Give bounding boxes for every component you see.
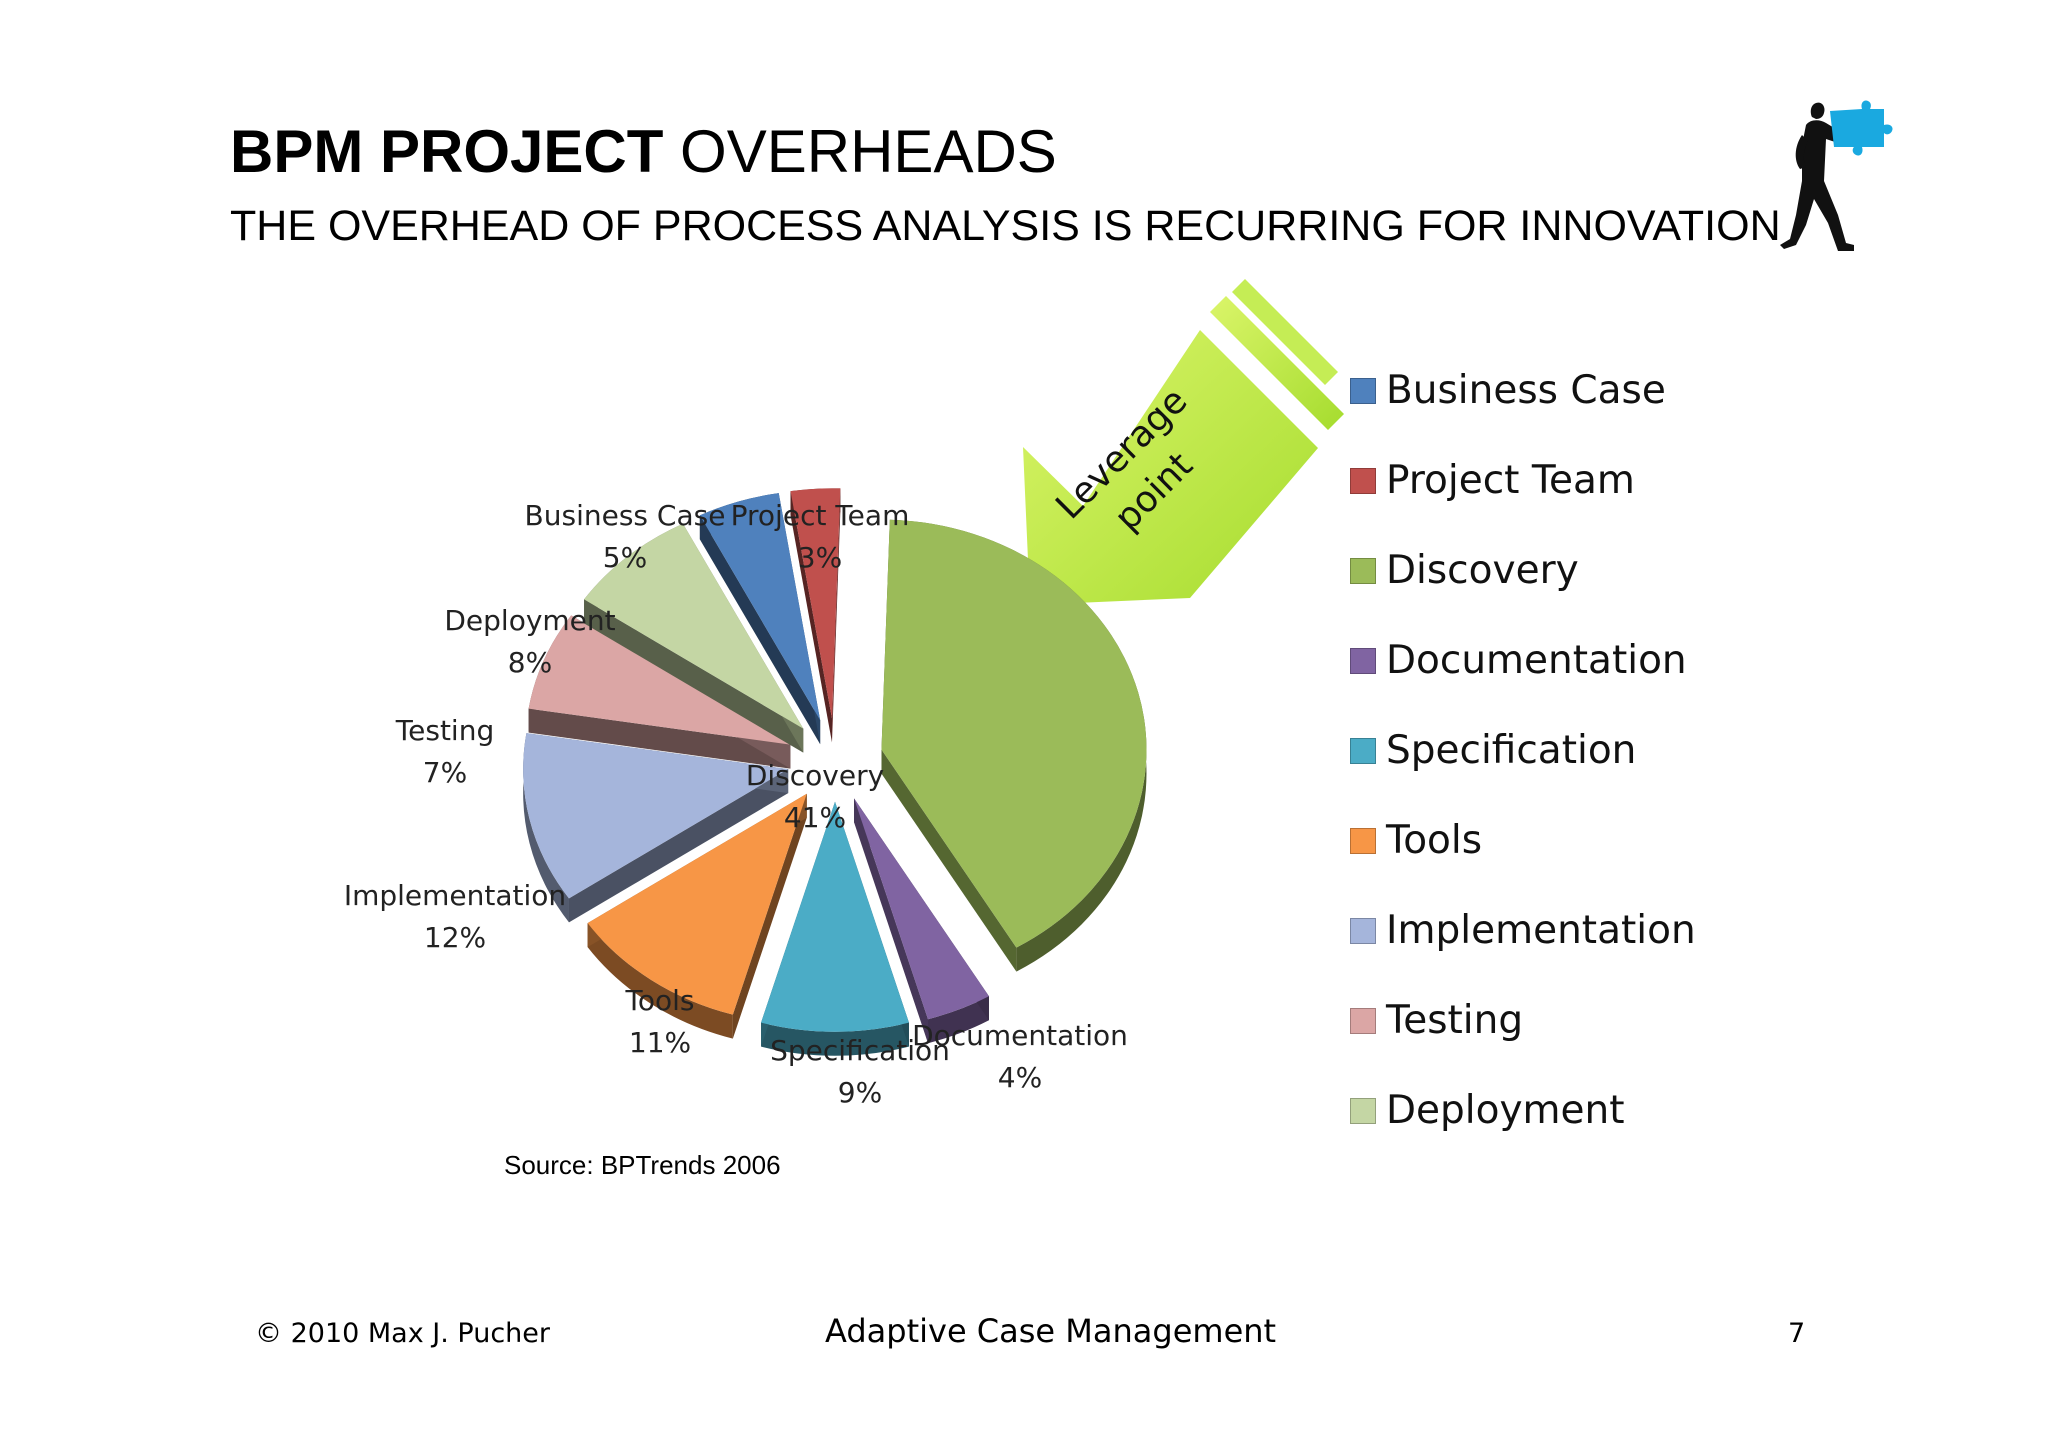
pie-slice-edge-deployment	[584, 599, 804, 753]
pie-slice-tools	[587, 793, 807, 1039]
legend-label-business-case: Business Case	[1386, 368, 1666, 413]
pie-label-value-testing: 7%	[423, 756, 467, 789]
pie-slice-deployment	[584, 523, 804, 753]
legend-swatch-specification	[1350, 738, 1376, 764]
pie-label-value-documentation: 4%	[998, 1061, 1042, 1094]
pie-label-name-implementation: Implementation	[344, 879, 566, 912]
page-number: 7	[1788, 1318, 1806, 1349]
legend-swatch-discovery	[1350, 558, 1376, 584]
legend-label-implementation: Implementation	[1386, 908, 1696, 953]
legend-swatch-deployment	[1350, 1098, 1376, 1124]
slide-title: BPM PROJECT OVERHEADS	[230, 122, 1057, 182]
slide-title-rest: OVERHEADS	[663, 118, 1057, 185]
pie-slices	[523, 488, 1147, 1056]
pie-slice-top-documentation	[854, 798, 989, 1020]
pie-slice-top-implementation	[523, 733, 789, 899]
pie-label-name-testing: Testing	[395, 714, 494, 747]
pie-slice-testing	[528, 615, 791, 769]
pie-slice-top-business-case	[699, 493, 821, 721]
pie-slice-side-tools	[587, 923, 733, 1039]
footer-copyright: © 2010 Max J. Pucher	[255, 1318, 550, 1349]
legend-label-tools: Tools	[1386, 818, 1483, 863]
pie-slice-side-implementation	[523, 733, 569, 923]
pie-slice-top-project-team	[790, 488, 841, 719]
legend-swatch-testing	[1350, 1008, 1376, 1034]
pie-label-value-specification: 9%	[838, 1076, 882, 1109]
pie-slice-edge-testing	[528, 708, 791, 769]
pie-slice-edge-implementation	[568, 769, 789, 923]
chart-source: Source: BPTrends 2006	[504, 1150, 781, 1180]
pie-slice-business-case	[699, 493, 821, 745]
pie-label-name-specification: Specification	[770, 1034, 950, 1067]
footer-title: Adaptive Case Management	[825, 1312, 1277, 1350]
pie-label-name-discovery: Discovery	[746, 759, 884, 792]
pie-labels: Business Case 5% Project Team 3% Discovery 41…	[344, 499, 1128, 1109]
slide-subtitle: THE OVERHEAD OF PROCESS ANALYSIS IS RECU…	[230, 202, 1781, 250]
pie-slice-top-testing	[528, 615, 791, 745]
pie-label-name-tools: Tools	[625, 984, 695, 1017]
legend-label-documentation: Documentation	[1386, 638, 1687, 683]
pie-slice-edge-business-case	[699, 515, 821, 745]
pie-slice-implementation	[523, 733, 789, 923]
legend-swatch-implementation	[1350, 918, 1376, 944]
pie-label-value-deployment: 8%	[508, 646, 552, 679]
pie-slice-edge2-project-team	[831, 488, 841, 743]
pie-slice-top-specification	[761, 801, 909, 1032]
pie-label-name-project-team: Project Team	[731, 499, 910, 532]
pie-slice-edge2-documentation	[854, 798, 928, 1044]
legend-label-project-team: Project Team	[1386, 458, 1635, 503]
pie-slice-discovery	[881, 519, 1147, 972]
legend-label-specification: Specification	[1386, 728, 1637, 773]
pie-label-name-documentation: Documentation	[912, 1019, 1128, 1052]
slide-title-bold: BPM PROJECT	[230, 118, 664, 185]
man-carrying-puzzle-piece-icon	[1780, 100, 1893, 251]
pie-label-value-tools: 11%	[629, 1026, 691, 1059]
pie-slice-side-documentation	[927, 996, 989, 1044]
legend-label-deployment: Deployment	[1386, 1088, 1625, 1133]
pie-slice-top-tools	[587, 793, 807, 1015]
pie-slice-side-specification	[761, 1022, 909, 1056]
leverage-point-arrow: Leverage point	[1023, 279, 1344, 605]
pie-label-value-business-case: 5%	[603, 541, 647, 574]
pie-slice-edge-project-team	[790, 491, 832, 743]
pie-label-value-discovery: 41%	[784, 801, 846, 834]
pie-slice-specification	[761, 801, 909, 1056]
pie-slice-top-discovery	[881, 519, 1147, 948]
legend-label-testing: Testing	[1386, 998, 1524, 1043]
pie-label-name-deployment: Deployment	[444, 604, 615, 637]
pie-slice-edge2-discovery	[881, 749, 1017, 972]
legend-swatch-documentation	[1350, 648, 1376, 674]
legend-label-discovery: Discovery	[1386, 548, 1579, 593]
pie-label-value-project-team: 3%	[798, 541, 842, 574]
pie-label-value-implementation: 12%	[424, 921, 486, 954]
pie-slice-project-team	[790, 488, 841, 743]
pie-label-name-business-case: Business Case	[525, 499, 726, 532]
legend-swatch-project-team	[1350, 468, 1376, 494]
legend-swatch-tools	[1350, 828, 1376, 854]
pie-slice-top-deployment	[584, 523, 804, 729]
pie-slice-documentation	[854, 798, 989, 1044]
legend-swatch-business-case	[1350, 378, 1376, 404]
pie-slice-edge-tools	[732, 793, 807, 1039]
